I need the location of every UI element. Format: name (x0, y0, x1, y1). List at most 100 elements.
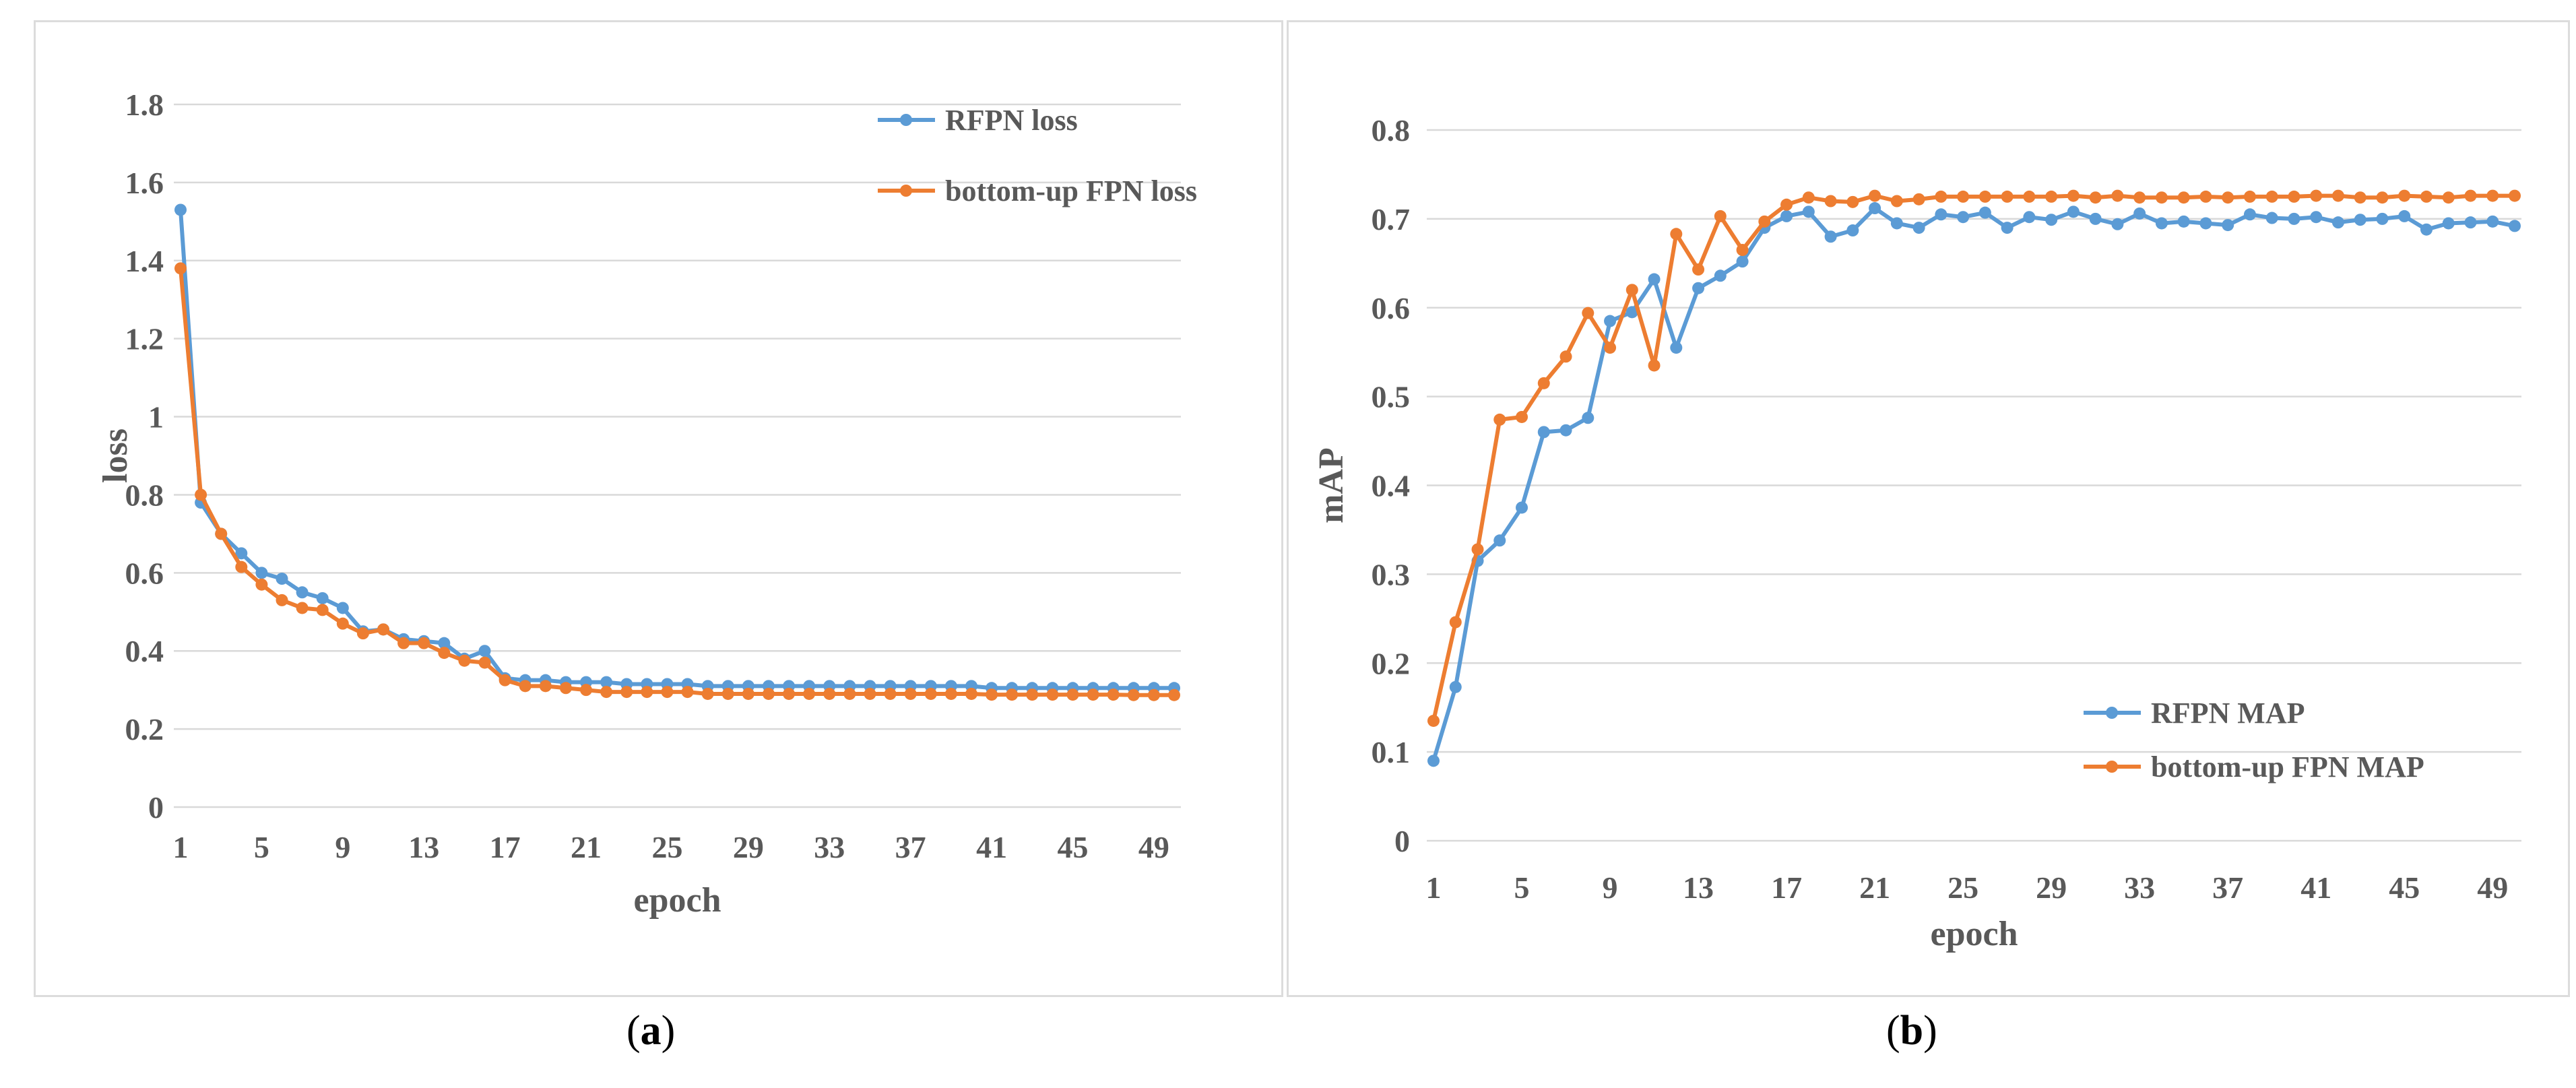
data-point (2133, 207, 2146, 220)
data-point (1537, 426, 1550, 439)
data-point (1471, 543, 1484, 556)
data-point (2243, 190, 2256, 203)
data-point (2155, 217, 2168, 230)
caption-a: (a) (626, 1008, 676, 1054)
x-tick-label: 17 (1771, 870, 1802, 905)
data-point (2133, 191, 2146, 204)
data-point (803, 687, 816, 700)
data-point (2045, 214, 2058, 226)
legend-label: RFPN MAP (2151, 697, 2305, 730)
data-point (1670, 228, 1683, 241)
data-point (2265, 212, 2278, 224)
data-point (255, 578, 268, 591)
x-tick-label: 29 (733, 830, 764, 864)
data-point (1066, 689, 1079, 701)
data-point (1087, 689, 1099, 701)
legend-swatch-marker (2106, 707, 2118, 719)
data-point (174, 262, 187, 275)
data-point (2199, 190, 2212, 203)
data-point (600, 686, 613, 699)
data-point (1758, 215, 1771, 228)
data-point (2288, 190, 2300, 203)
data-point (2376, 212, 2389, 225)
data-point (1427, 714, 1440, 727)
legend-label: RFPN loss (945, 104, 1078, 137)
x-tick-label: 49 (1138, 830, 1169, 864)
x-tick-label: 21 (1859, 870, 1890, 905)
data-point (1912, 222, 1925, 234)
data-point (1692, 263, 1705, 276)
data-point (316, 604, 329, 616)
data-point (2509, 189, 2521, 202)
data-point (986, 689, 998, 701)
data-point (174, 203, 187, 216)
data-point (1648, 273, 1661, 286)
data-point (498, 674, 511, 686)
data-point (458, 654, 471, 667)
data-point (397, 637, 410, 649)
data-point (2222, 191, 2234, 204)
data-point (2398, 189, 2411, 202)
data-point (356, 627, 369, 640)
data-point (965, 687, 977, 700)
data-point (1714, 210, 1727, 222)
y-tick-label: 0.6 (125, 556, 164, 590)
data-point (1046, 689, 1059, 701)
data-point (1493, 534, 1506, 547)
data-point (641, 686, 653, 699)
data-point (2199, 217, 2212, 230)
data-point (2354, 191, 2366, 204)
y-axis-label: loss (96, 428, 135, 483)
data-point (681, 686, 694, 699)
data-point (336, 617, 349, 630)
data-point (742, 687, 754, 700)
data-point (1127, 689, 1140, 701)
data-point (1604, 342, 1617, 354)
data-point (1978, 190, 1991, 203)
caption-b: (b) (1886, 1008, 1937, 1054)
data-point (823, 687, 836, 700)
data-point (701, 687, 714, 700)
data-point (235, 561, 248, 573)
data-point (478, 656, 491, 669)
data-point (1935, 190, 1947, 203)
data-point (1604, 315, 1617, 327)
y-tick-label: 0.8 (1372, 113, 1411, 148)
data-point (2001, 190, 2014, 203)
data-point (843, 687, 856, 700)
y-tick-label: 0.4 (125, 634, 164, 668)
data-point (1912, 193, 1925, 205)
data-point (2265, 190, 2278, 203)
x-tick-label: 37 (895, 830, 926, 864)
data-point (1780, 210, 1793, 222)
x-tick-label: 45 (2389, 870, 2420, 905)
x-tick-label: 25 (651, 830, 682, 864)
data-point (904, 687, 917, 700)
data-point (2177, 191, 2190, 204)
data-point (2331, 189, 2344, 202)
data-point (2222, 219, 2234, 232)
data-point (1780, 198, 1793, 211)
data-point (2464, 216, 2477, 229)
data-point (2331, 216, 2344, 229)
y-tick-label: 0.4 (1372, 469, 1411, 503)
x-tick-label: 9 (1603, 870, 1618, 905)
legend-swatch-marker (2106, 761, 2118, 773)
data-point (1957, 190, 1970, 203)
y-tick-label: 0 (1394, 824, 1410, 858)
x-tick-label: 9 (335, 830, 350, 864)
data-point (1147, 689, 1160, 701)
y-tick-label: 1 (148, 400, 164, 435)
data-point (1869, 202, 1881, 215)
y-tick-label: 1.4 (125, 244, 164, 278)
series-line-2 (1431, 193, 2515, 722)
x-tick-label: 5 (254, 830, 269, 864)
data-point (276, 573, 288, 585)
y-axis-label: mAP (1312, 447, 1351, 523)
data-point (2001, 222, 2014, 234)
x-tick-label: 1 (1426, 870, 1442, 905)
y-tick-label: 0.2 (125, 712, 164, 746)
data-point (215, 527, 228, 540)
data-point (2089, 191, 2102, 204)
y-tick-label: 0.5 (1372, 380, 1411, 414)
